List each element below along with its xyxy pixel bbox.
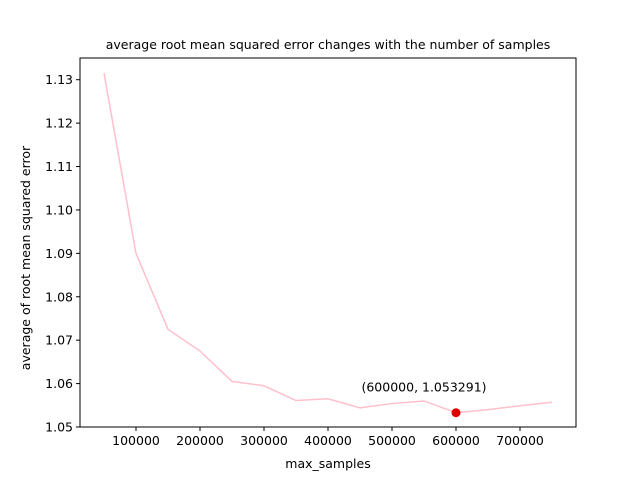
plot-frame [79, 57, 577, 428]
y-tick-label: 1.07 [45, 333, 73, 348]
plot-area: (600000, 1.053291) [79, 57, 577, 428]
x-tick-label: 600000 [432, 433, 480, 448]
y-tick-label: 1.05 [45, 420, 73, 435]
y-tick-label: 1.10 [45, 202, 73, 217]
x-tick-label: 100000 [112, 433, 160, 448]
y-axis-label: average of root mean squared error [18, 145, 33, 370]
y-tick-label: 1.11 [45, 159, 73, 174]
x-tick-label: 200000 [176, 433, 224, 448]
chart-title: average root mean squared error changes … [106, 37, 551, 52]
x-axis-label: max_samples [285, 456, 370, 471]
series-line [103, 73, 553, 414]
y-tick-label: 1.13 [45, 72, 73, 87]
highlight-point [451, 408, 461, 418]
y-tick-label: 1.06 [45, 376, 73, 391]
x-tick-label: 300000 [240, 433, 288, 448]
y-tick-label: 1.12 [45, 116, 73, 131]
y-tick-label: 1.08 [45, 289, 73, 304]
x-tick-label: 500000 [368, 433, 416, 448]
y-axis: 1.05 1.06 1.07 1.08 1.09 1.10 1.11 1.12 1.13 [45, 72, 80, 435]
x-tick-label: 700000 [496, 433, 544, 448]
highlight-annotation: (600000, 1.053291) [361, 380, 486, 395]
x-axis: 100000 200000 300000 400000 500000 600000 7000… [112, 427, 544, 448]
y-tick-label: 1.09 [45, 246, 73, 261]
x-tick-label: 400000 [304, 433, 352, 448]
